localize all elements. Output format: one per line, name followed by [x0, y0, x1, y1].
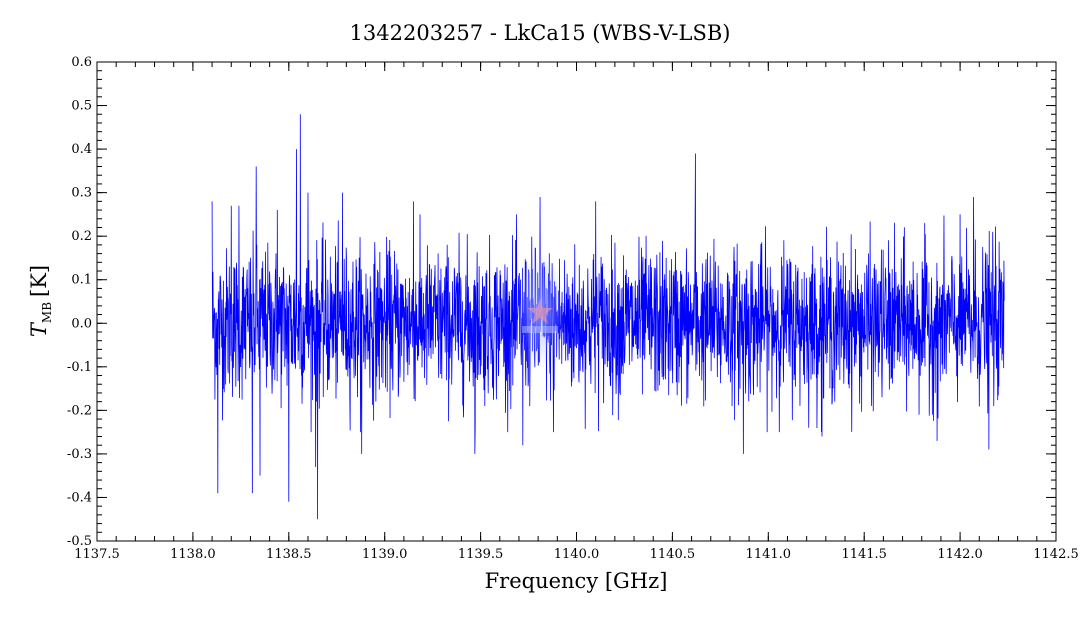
watermark-logo — [514, 253, 566, 369]
x-tick-label: 1140.5 — [650, 547, 696, 562]
y-tick-label: 0.1 — [71, 273, 92, 288]
y-axis-label: TMB [K] — [27, 265, 54, 337]
x-tick-label: 1142.0 — [937, 547, 983, 562]
series-line — [211, 114, 1005, 520]
y-tick-label: 0.5 — [71, 99, 92, 114]
y-tick-label: 0.4 — [71, 142, 92, 157]
y-tick-label: -0.2 — [67, 403, 92, 418]
x-tick-label: 1138.0 — [170, 547, 216, 562]
x-tick-label: 1137.5 — [74, 547, 120, 562]
y-tick-label: 0.2 — [71, 229, 92, 244]
x-tick-label: 1141.5 — [841, 547, 887, 562]
chart-title: 1342203257 - LkCa15 (WBS-V-LSB) — [350, 21, 731, 45]
y-axis: -0.5 -0.4 -0.3 -0.2 -0.1 0.0 0.1 0.2 0.3 0.4 0.5 0.… — [67, 55, 1056, 549]
series-layer — [211, 114, 1005, 520]
x-tick-label: 1139.5 — [458, 547, 504, 562]
y-tick-label: 0.3 — [71, 186, 92, 201]
y-tick-label: -0.4 — [67, 490, 92, 505]
y-tick-label: 0.6 — [71, 55, 92, 70]
x-axis-label: Frequency [GHz] — [485, 569, 668, 593]
y-tick-label: -0.5 — [67, 534, 92, 549]
x-tick-label: 1140.0 — [554, 547, 600, 562]
x-tick-label: 1139.0 — [362, 547, 408, 562]
y-axis-label-main: T — [27, 321, 51, 337]
y-axis-label-sub: MB — [40, 302, 54, 323]
y-tick-label: -0.1 — [67, 360, 92, 375]
x-axis: 1137.5 1138.0 1138.5 1139.0 1139.5 1140.0 1140… — [74, 62, 1079, 562]
y-tick-label: -0.3 — [67, 447, 92, 462]
x-tick-label: 1141.0 — [746, 547, 792, 562]
x-tick-label: 1138.5 — [266, 547, 312, 562]
y-tick-label: 0.0 — [71, 316, 92, 331]
x-tick-label: 1142.5 — [1033, 547, 1079, 562]
y-axis-label-unit: [K] — [27, 265, 51, 297]
